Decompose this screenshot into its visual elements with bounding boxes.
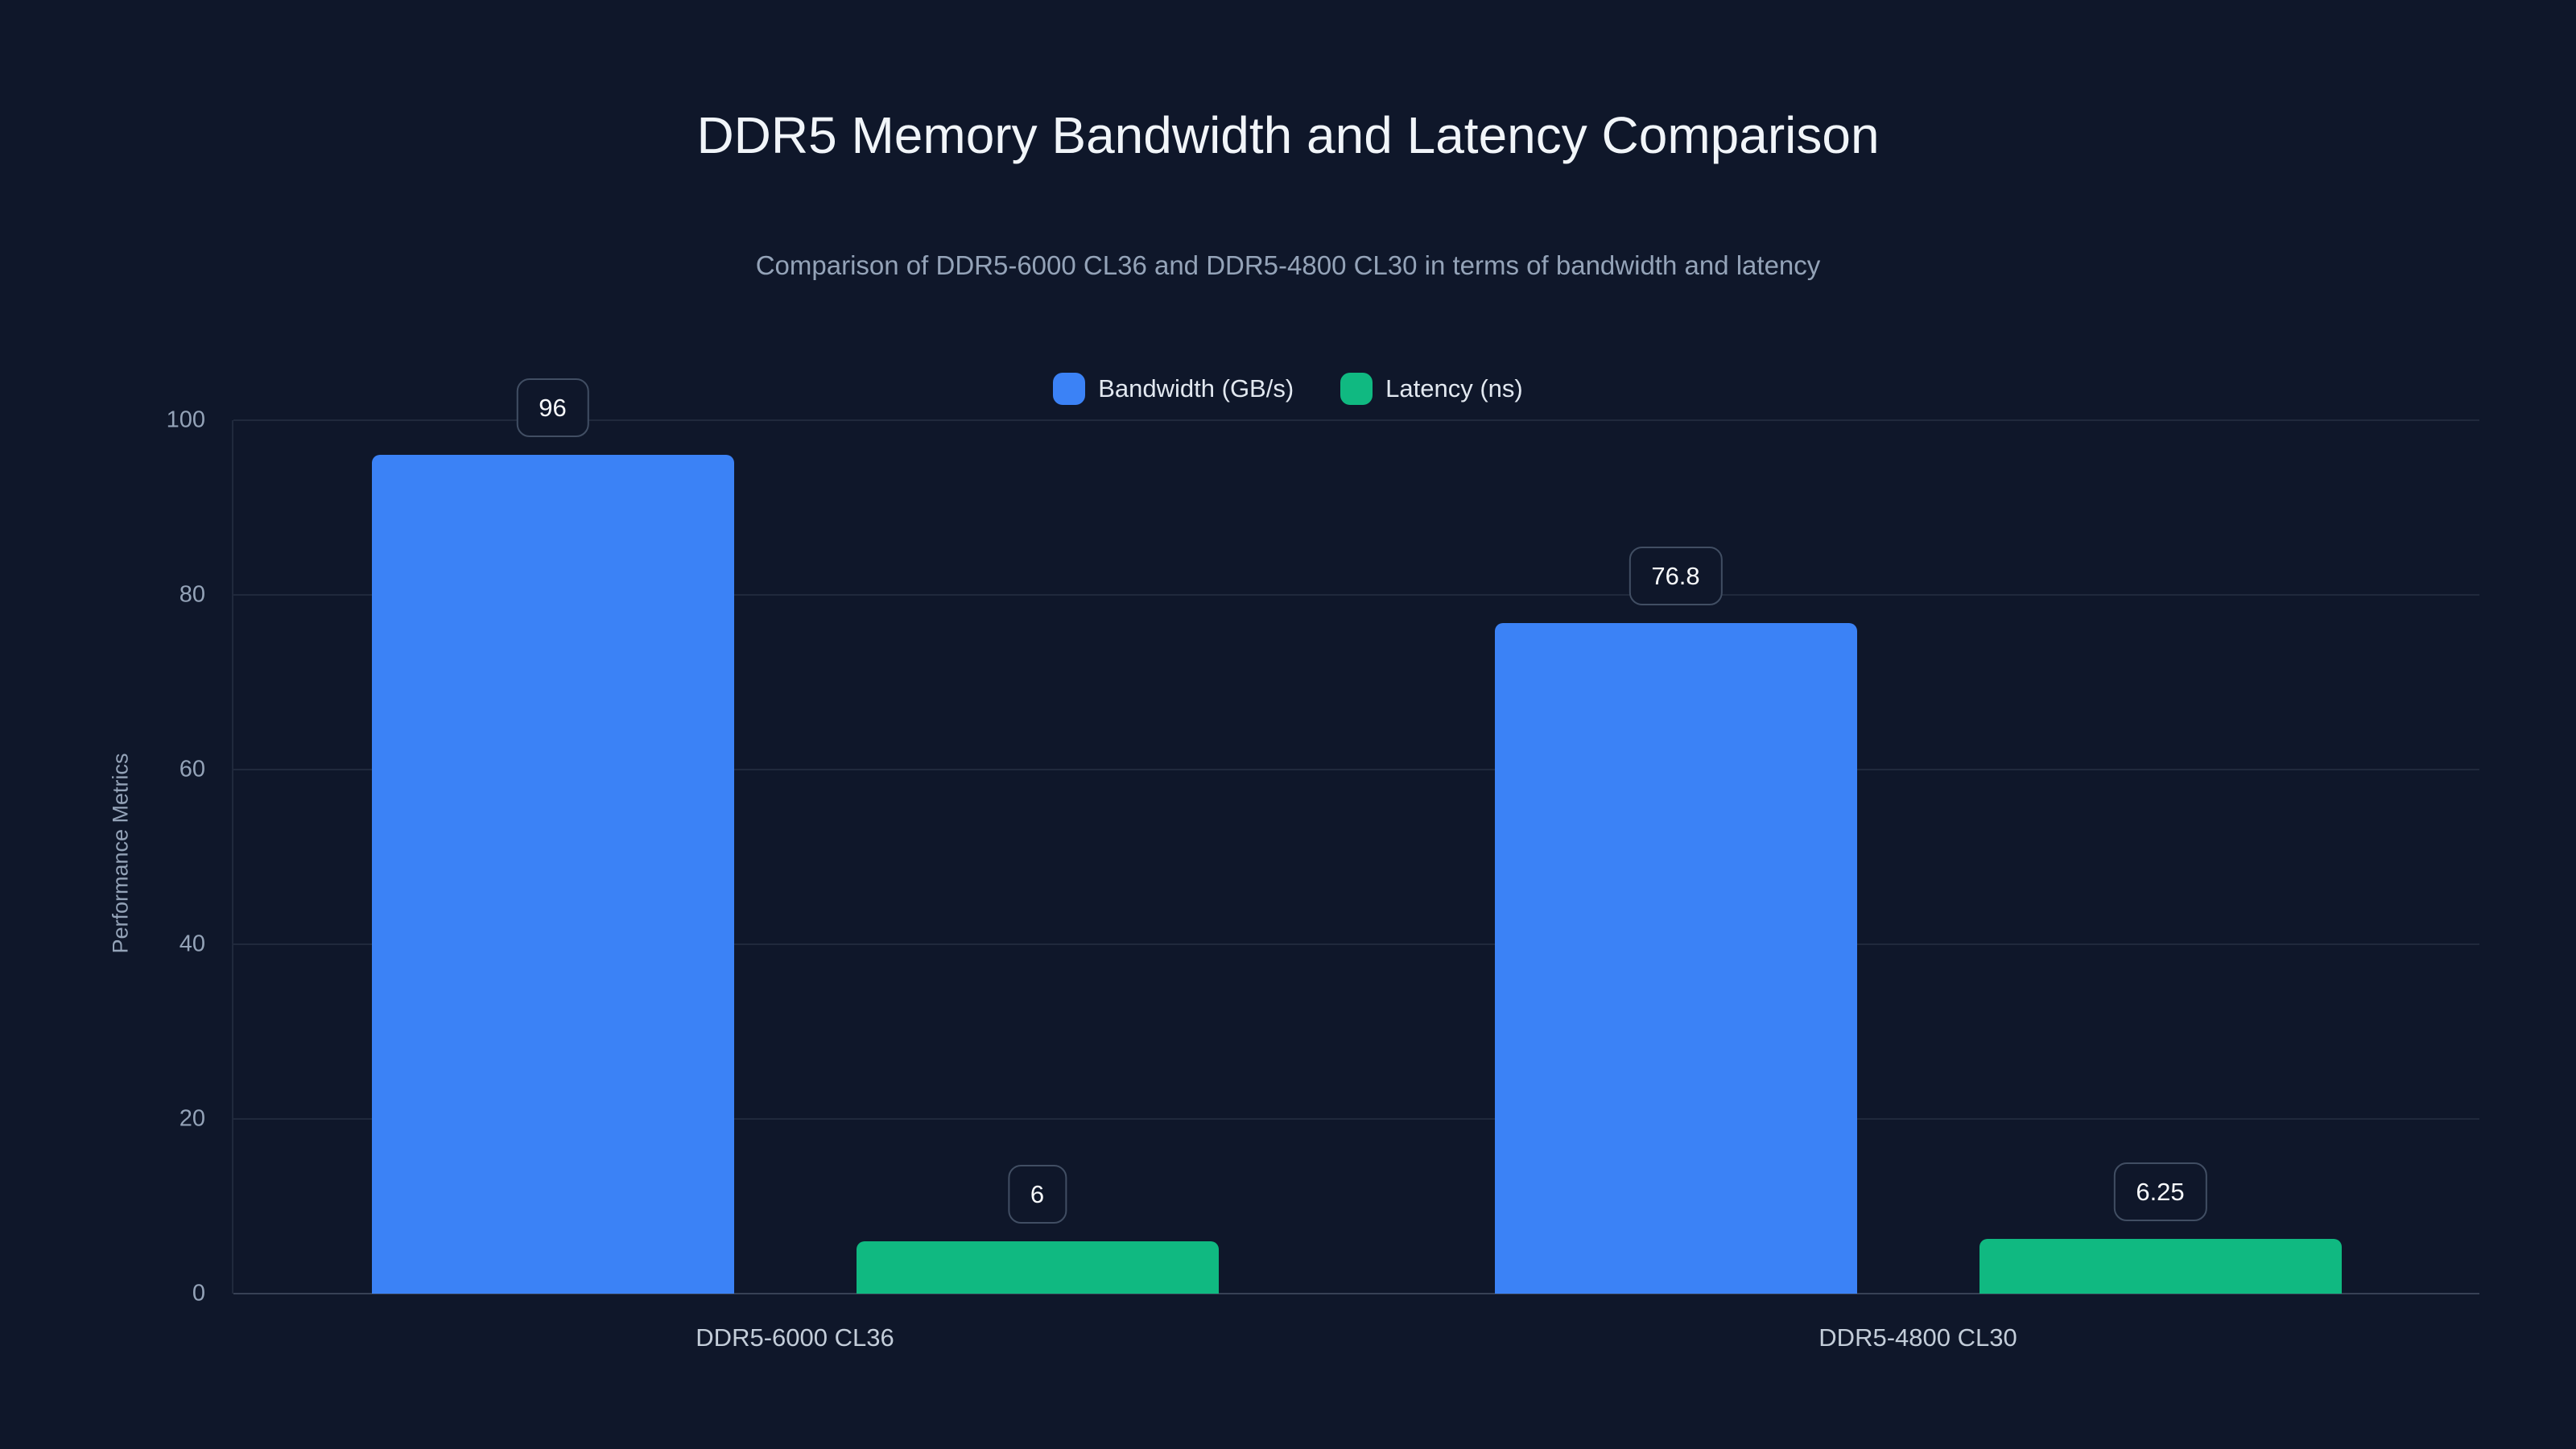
- value-label-bandwidth-0: 96: [516, 378, 589, 438]
- gridline-y-80: [233, 594, 2479, 596]
- value-label-bandwidth-1: 76.8: [1629, 546, 1723, 605]
- chart-title: DDR5 Memory Bandwidth and Latency Compar…: [696, 106, 1880, 164]
- value-label-latency-0: 6: [1007, 1164, 1067, 1224]
- gridline-y-0: [233, 1293, 2479, 1294]
- chart-subtitle: Comparison of DDR5-6000 CL36 and DDR5-48…: [755, 250, 1821, 280]
- legend-item-bandwidth[interactable]: Bandwidth (GB/s): [1053, 373, 1294, 405]
- bar-ddr5-6000-cl36-bandwidth[interactable]: [371, 455, 734, 1294]
- x-tick-label-0: DDR5-6000 CL36: [696, 1323, 894, 1352]
- bar-ddr5-4800-cl30-latency[interactable]: [1979, 1239, 2342, 1294]
- legend-label-bandwidth: Bandwidth (GB/s): [1098, 374, 1294, 402]
- legend-label-latency: Latency (ns): [1385, 374, 1523, 402]
- gridline-y-20: [233, 1118, 2479, 1120]
- chart-legend: Bandwidth (GB/s) Latency (ns): [0, 373, 2576, 405]
- latency-swatch-icon: [1340, 373, 1373, 405]
- y-axis-line: [232, 420, 233, 1294]
- bandwidth-swatch-icon: [1053, 373, 1086, 405]
- bar-ddr5-4800-cl30-bandwidth[interactable]: [1494, 622, 1857, 1294]
- y-tick-label-60: 60: [179, 756, 205, 782]
- y-tick-label-80: 80: [179, 581, 205, 608]
- y-tick-label-40: 40: [179, 931, 205, 957]
- bar-ddr5-6000-cl36-latency[interactable]: [856, 1241, 1219, 1294]
- gridline-y-60: [233, 769, 2479, 770]
- gridline-y-100: [233, 419, 2479, 421]
- gridline-y-40: [233, 943, 2479, 945]
- y-axis-title: Performance Metrics: [108, 753, 133, 954]
- y-tick-label-20: 20: [179, 1105, 205, 1132]
- legend-item-latency[interactable]: Latency (ns): [1340, 373, 1523, 405]
- x-tick-label-1: DDR5-4800 CL30: [1818, 1323, 2017, 1352]
- y-tick-label-0: 0: [192, 1280, 205, 1307]
- value-label-latency-1: 6.25: [2113, 1162, 2207, 1222]
- y-tick-label-100: 100: [166, 407, 205, 433]
